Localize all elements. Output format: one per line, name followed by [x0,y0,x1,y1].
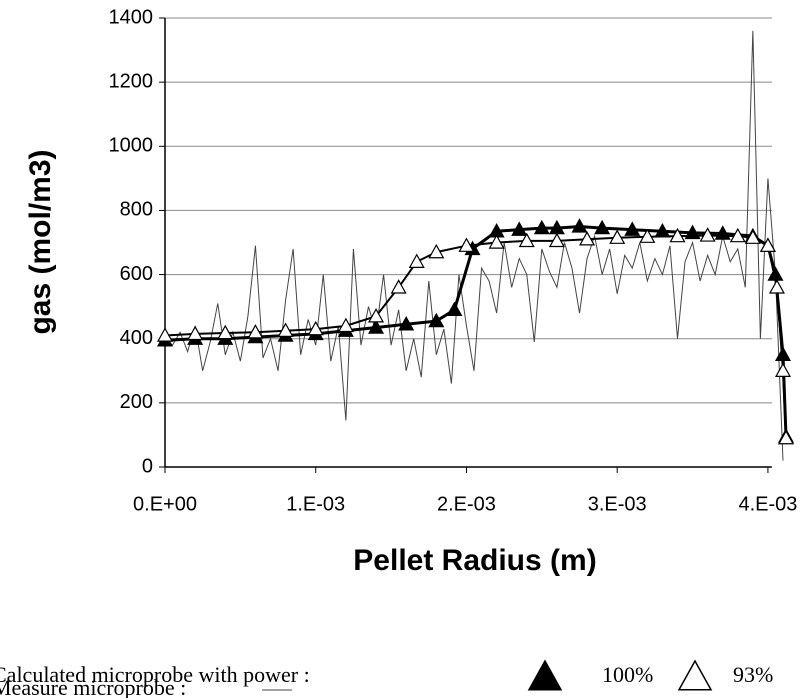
point-marker [548,232,565,248]
point-marker [518,232,535,248]
point-marker [533,219,550,235]
x-tick-label: 0.E+00 [133,493,197,515]
y-tick-label: 0 [142,455,153,477]
y-tick-label: 1400 [109,6,154,28]
y-tick-label: 1000 [109,135,154,157]
x-tick-label: 3.E-03 [588,493,647,515]
y-axis-label: gas (mol/m3) [24,149,57,334]
point-marker [609,229,626,244]
point-marker [774,362,792,377]
legend-title: Calculated microprobe with power : [0,662,310,687]
point-marker [368,308,385,323]
point-marker [624,221,641,236]
point-marker [579,231,596,246]
point-marker [307,320,324,336]
point-marker [217,324,234,340]
point-marker [458,237,475,252]
point-marker [699,227,716,242]
point-marker [408,253,425,268]
legend-label: Measure microprobe : [0,675,186,698]
point-marker [156,327,174,342]
y-tick-label: 800 [120,199,153,221]
point-marker [187,325,204,341]
point-marker [669,227,686,243]
legend-label: 100% [602,662,653,687]
point-marker [729,227,746,243]
point-marker [368,319,385,334]
point-marker [594,219,611,235]
point-marker [247,324,264,339]
point-marker [511,221,528,236]
point-marker [777,429,795,445]
point-marker [428,243,445,259]
point-marker [398,316,415,331]
point-marker [744,229,761,244]
point-marker [768,279,785,294]
point-marker [337,317,354,333]
point-marker [390,279,407,294]
y-tick-label: 600 [120,263,153,285]
legend-label: 93% [733,662,773,687]
legend-marker [677,659,713,691]
legend-marker [527,659,563,691]
x-axis-label: Pellet Radius (m) [353,544,596,577]
x-tick-label: 4.E-03 [738,493,797,515]
y-tick-label: 400 [120,327,153,349]
y-tick-label: 1200 [109,70,154,92]
point-marker [446,301,463,317]
point-marker [277,322,294,337]
point-marker [428,312,445,328]
point-marker [488,234,505,249]
series-line [164,30,784,461]
x-tick-label: 1.E-03 [286,493,345,515]
point-marker [639,228,656,243]
point-marker [571,218,588,233]
x-tick-label: 2.E-03 [437,493,496,515]
point-marker [759,237,776,252]
y-tick-label: 200 [120,391,153,413]
